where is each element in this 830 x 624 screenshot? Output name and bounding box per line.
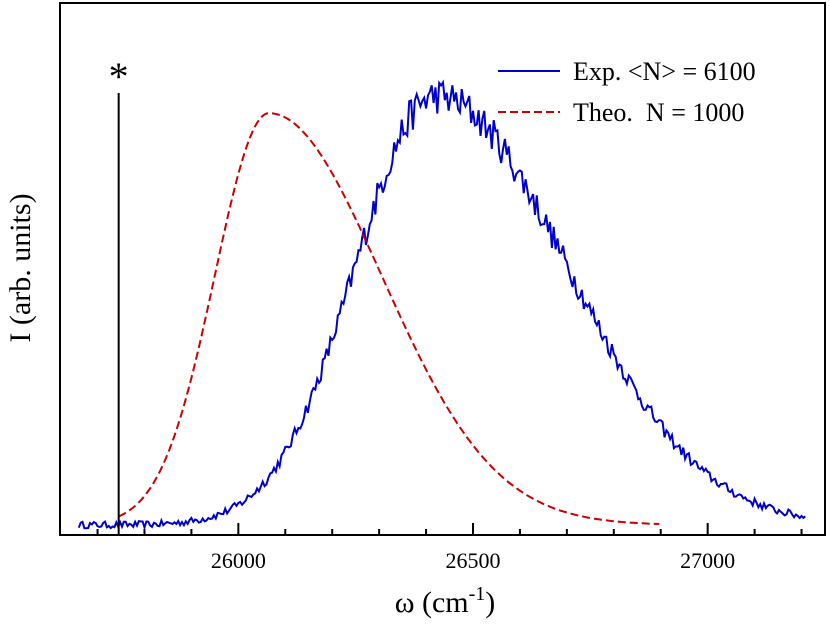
series-experimental-line <box>77 79 806 531</box>
x-tick-label: 26000 <box>211 548 266 573</box>
x-tick-label: 27000 <box>680 548 735 573</box>
marker-label: * <box>109 54 129 99</box>
series-layer <box>77 79 806 531</box>
plot-frame <box>59 2 826 536</box>
x-axis-label: ω (cm-1) <box>395 583 496 619</box>
x-tick-label: 26500 <box>446 548 501 573</box>
y-axis-label: I (arb. units) <box>4 193 37 342</box>
x-axis-label-sup: -1 <box>469 583 486 605</box>
legend: Exp. <N> = 6100 Theo. N = 1000 <box>498 57 756 127</box>
legend-theo-label: Theo. N = 1000 <box>573 98 744 127</box>
legend-exp-label: Exp. <N> = 6100 <box>573 57 756 86</box>
x-axis-label-close: ) <box>485 586 495 619</box>
x-axis-label-base: ω (cm <box>395 586 469 619</box>
x-ticks: 26000 26500 27000 <box>96 523 803 573</box>
series-theoretical-line <box>118 112 660 525</box>
